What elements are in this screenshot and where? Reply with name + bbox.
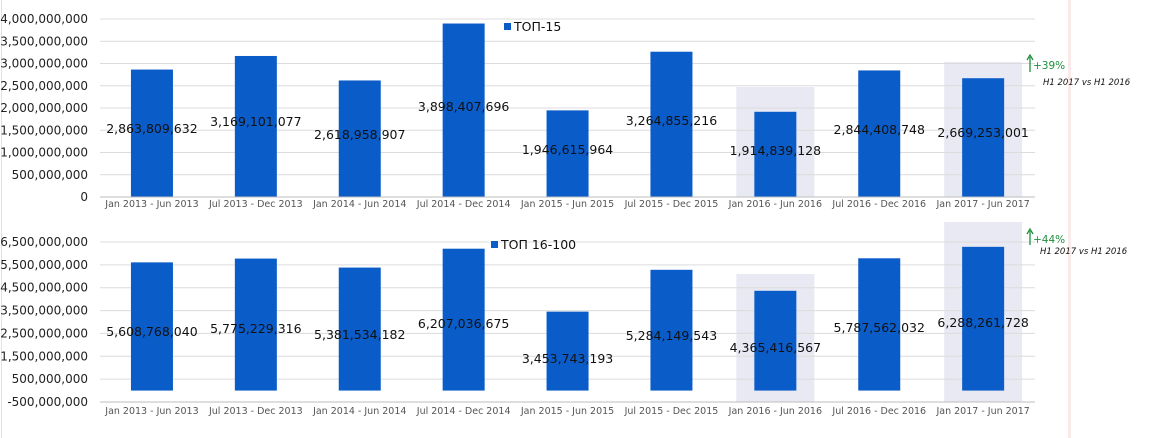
top16-100-x-tick-label: Jul 2014 - Dec 2014 [416, 406, 511, 417]
top15-y-tick-label: 1,000,000,000 [0, 146, 88, 160]
top16-100-growth-caption: H1 2017 vs H1 2016 [1040, 247, 1128, 257]
top15-x-tick-label: Jan 2017 - Jun 2017 [935, 199, 1029, 210]
top16-100-data-label: 5,608,768,040 [106, 324, 197, 339]
top16-100-bar [546, 311, 589, 391]
top15-legend-label: ТОП-15 [513, 19, 561, 34]
top16-100-y-tick-label: 6,500,000,000 [0, 235, 88, 249]
top16-100-y-tick-label: 3,500,000,000 [0, 304, 88, 318]
top16-100-bar [130, 262, 173, 391]
top15-y-tick-label: 3,500,000,000 [0, 34, 88, 48]
top15-bar [442, 23, 485, 197]
top16-100-x-tick-label: Jul 2013 - Dec 2013 [208, 406, 303, 417]
top16-100-data-label: 5,787,562,032 [834, 320, 925, 335]
top16-100-data-label: 5,775,229,316 [210, 321, 301, 336]
top16-100-data-label: 5,284,149,543 [626, 328, 717, 343]
top16-100-legend-swatch [491, 241, 498, 248]
top16-100-bar [650, 269, 693, 391]
top15-growth-caption: H1 2017 vs H1 2016 [1043, 78, 1131, 88]
growth-arrowhead-icon [1026, 227, 1034, 235]
top15-bar [234, 55, 277, 197]
top16-100-data-label: 6,288,261,728 [937, 315, 1028, 330]
top16-100-y-tick-label: -500,000,000 [7, 395, 88, 409]
top16-100-bar [338, 267, 381, 391]
top15-y-tick-label: 4,000,000,000 [0, 12, 88, 26]
growth-arrowhead-icon [1026, 53, 1034, 61]
top15-x-tick-label: Jul 2015 - Dec 2015 [624, 199, 719, 210]
top15-x-tick-label: Jan 2014 - Jun 2014 [312, 199, 406, 210]
top15-y-tick-label: 2,500,000,000 [0, 79, 88, 93]
top16-100-y-tick-label: 1,500,000,000 [0, 349, 88, 363]
top15-x-tick-label: Jul 2013 - Dec 2013 [208, 199, 303, 210]
top16-100-chart-svg: 6,500,000,000 5,500,000,000 4,500,000,000 3… [0, 222, 1128, 417]
top15-data-label: 2,669,253,001 [937, 125, 1028, 140]
top15-data-label: 2,863,809,632 [106, 121, 197, 136]
top16-100-bar [234, 258, 277, 391]
top16-100-bar [858, 258, 901, 391]
top15-data-label: 3,169,101,077 [210, 114, 301, 129]
top15-y-tick-label: 1,500,000,000 [0, 123, 88, 137]
top15-x-tick-label: Jul 2014 - Dec 2014 [416, 199, 511, 210]
top15-data-label: 3,264,855,216 [626, 113, 717, 128]
top15-bar [858, 70, 901, 197]
top16-100-x-tick-label: Jan 2013 - Jun 2013 [104, 406, 198, 417]
top16-100-data-label: 6,207,036,675 [418, 316, 509, 331]
top15-chart-svg: 4,000,000,000 3,500,000,000 3,000,000,000 2… [0, 12, 1131, 210]
top15-x-tick-label: Jan 2016 - Jun 2016 [728, 199, 822, 210]
top15-data-label: 2,618,958,907 [314, 127, 405, 142]
top15-bar [546, 110, 589, 197]
top15-bar [754, 111, 797, 197]
top15-growth-percent: +39% [1033, 60, 1065, 72]
top15-bar [338, 80, 381, 197]
top16-100-data-label: 5,381,534,182 [314, 327, 405, 342]
top16-100-y-tick-label: 5,500,000,000 [0, 258, 88, 272]
top16-100-x-tick-label: Jul 2016 - Dec 2016 [831, 406, 926, 417]
top15-y-tick-label: 2,000,000,000 [0, 101, 88, 115]
top16-100-y-tick-label: 4,500,000,000 [0, 281, 88, 295]
top15-data-label: 3,898,407,696 [418, 99, 509, 114]
top15-x-tick-label: Jul 2016 - Dec 2016 [831, 199, 926, 210]
top16-100-bar [442, 248, 485, 391]
top16-100-x-tick-label: Jan 2016 - Jun 2016 [728, 406, 822, 417]
top15-data-label: 2,844,408,748 [834, 122, 925, 137]
top16-100-x-tick-label: Jul 2015 - Dec 2015 [624, 406, 719, 417]
top16-100-y-tick-label: 500,000,000 [12, 372, 88, 386]
top15-legend-swatch [504, 23, 511, 30]
top15-bar [650, 51, 693, 197]
top15-y-tick-label: 3,000,000,000 [0, 57, 88, 71]
top16-100-x-tick-label: Jan 2015 - Jun 2015 [520, 406, 614, 417]
top16-100-data-label: 4,365,416,567 [730, 340, 821, 355]
top16-100-legend-label: ТОП 16-100 [500, 237, 576, 252]
top15-y-tick-label: 500,000,000 [12, 168, 88, 182]
top16-100-chart: 6,500,000,000 5,500,000,000 4,500,000,000 3… [0, 220, 1161, 435]
top16-100-y-tick-label: 2,500,000,000 [0, 326, 88, 340]
page-edge-left [1, 0, 2, 438]
page-edge-right [1068, 0, 1071, 438]
top16-100-x-tick-label: Jan 2014 - Jun 2014 [312, 406, 406, 417]
top15-bar [962, 78, 1005, 197]
top15-bar [130, 69, 173, 197]
top16-100-data-label: 3,453,743,193 [522, 351, 613, 366]
top16-100-x-tick-label: Jan 2017 - Jun 2017 [935, 406, 1029, 417]
top15-data-label: 1,914,839,128 [730, 143, 821, 158]
top15-x-tick-label: Jan 2015 - Jun 2015 [520, 199, 614, 210]
top16-100-growth-percent: +44% [1033, 234, 1065, 246]
top15-chart: 4,000,000,000 3,500,000,000 3,000,000,000 2… [0, 0, 1161, 215]
top16-100-bar [962, 246, 1005, 391]
top15-x-tick-label: Jan 2013 - Jun 2013 [104, 199, 198, 210]
top15-data-label: 1,946,615,964 [522, 142, 613, 157]
top15-y-tick-label: 0 [80, 190, 88, 204]
top16-100-bar [754, 290, 797, 391]
